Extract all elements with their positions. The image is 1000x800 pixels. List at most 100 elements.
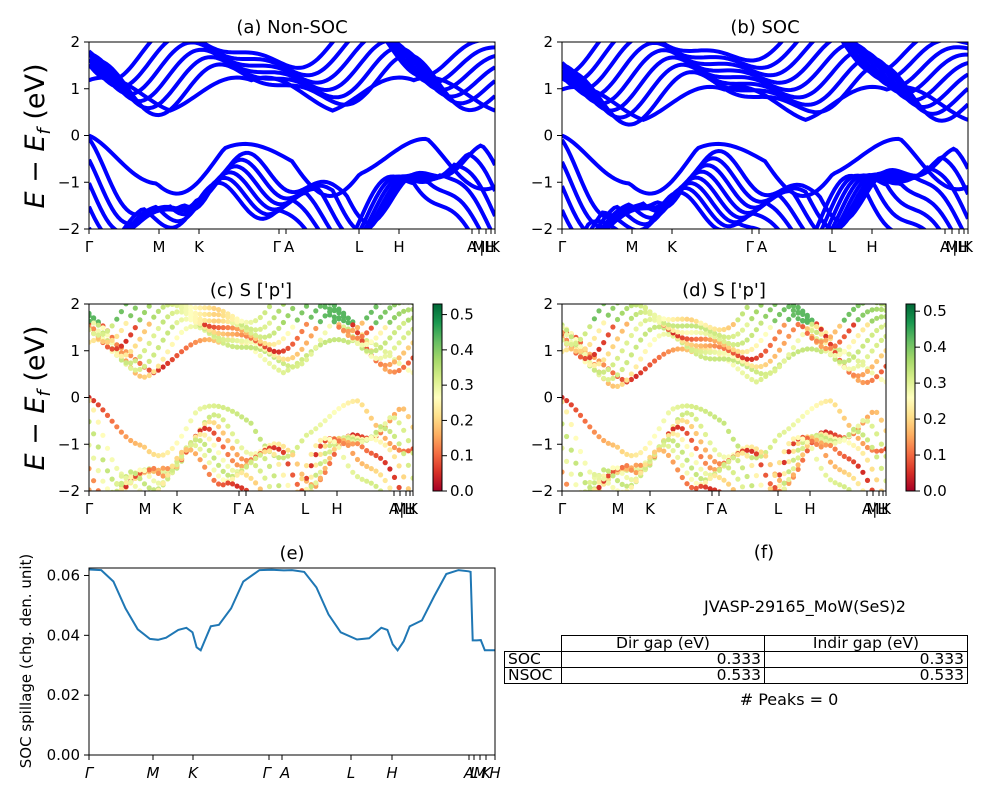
projected-band-point (578, 507, 583, 512)
projected-band-point (874, 358, 880, 365)
projected-band-point (786, 441, 792, 447)
projected-band-point (795, 462, 801, 468)
projected-band-point (749, 500, 754, 505)
y-tick-label: 1 (543, 80, 553, 98)
projected-band-point (749, 448, 755, 454)
projected-band-point (758, 508, 763, 513)
projected-band-point (387, 447, 393, 453)
projected-band-point (851, 354, 857, 360)
projected-band-point (156, 296, 161, 301)
projected-band-point (767, 370, 773, 376)
projected-band-point (410, 450, 413, 456)
projected-band-point (851, 372, 857, 378)
projected-band-point (387, 440, 393, 447)
projected-band-point (406, 527, 411, 532)
projected-band-point (322, 443, 328, 449)
projected-band-point (591, 487, 597, 491)
band-line (89, 42, 495, 90)
projected-band-point (104, 344, 111, 350)
projected-band-point (104, 332, 111, 338)
projected-band-point (832, 343, 838, 349)
k-tick-label: A (279, 764, 290, 782)
projected-band-point (874, 342, 880, 348)
k-tick-label: M (147, 764, 160, 782)
projected-band-point (257, 353, 263, 359)
projected-band-point (633, 304, 639, 308)
projected-band-point (707, 324, 713, 330)
projected-band-point (271, 352, 277, 358)
projected-band-point (359, 333, 365, 339)
projected-band-point (610, 469, 616, 475)
projected-band-point (624, 289, 629, 294)
projected-band-point (633, 462, 639, 468)
projected-band-point (776, 364, 783, 370)
projected-band-point (707, 349, 713, 355)
projected-band-point (91, 331, 97, 337)
projected-band-point (308, 451, 314, 457)
projected-band-point (188, 342, 194, 348)
projected-band-point (373, 355, 379, 361)
projected-band-point (777, 287, 782, 292)
k-tick-label: A (757, 238, 768, 256)
projected-band-point (91, 320, 97, 326)
projected-band-point (146, 449, 152, 455)
projected-band-point (183, 326, 189, 332)
projected-band-point (739, 340, 746, 346)
projected-band-point (874, 315, 880, 321)
projected-band-point (855, 333, 861, 339)
projected-band-point (753, 309, 760, 315)
projected-band-point (354, 335, 361, 341)
projected-band-point (670, 459, 676, 465)
projected-band-point (294, 351, 300, 357)
projected-band-point (327, 460, 333, 467)
projected-band-point (860, 440, 866, 447)
projected-band-point (689, 452, 695, 458)
projected-band-point (753, 364, 760, 370)
projected-band-point (578, 505, 583, 510)
projected-band-point (596, 484, 602, 491)
projected-band-point (161, 289, 166, 294)
projected-band-point (809, 335, 815, 341)
projected-band-point (763, 331, 769, 337)
projected-band-point (860, 327, 866, 333)
projected-band-point (841, 437, 847, 443)
projected-band-point (596, 473, 602, 479)
projected-band-point (229, 431, 236, 437)
projected-band-point (702, 326, 709, 332)
projected-band-point (303, 321, 310, 327)
projected-band-point (341, 337, 347, 344)
projected-band-point (693, 348, 699, 354)
projected-band-point (128, 294, 133, 299)
projected-band-point (795, 309, 801, 315)
k-tick-label: M (946, 238, 959, 256)
projected-band-point (285, 500, 290, 505)
projected-band-point (716, 349, 723, 355)
projected-band-point (271, 364, 277, 370)
projected-band-point (323, 298, 328, 303)
projected-band-point (364, 315, 370, 321)
projected-band-point (220, 477, 226, 483)
projected-band-point (359, 461, 365, 467)
projected-band-point (336, 324, 342, 330)
projected-band-point (220, 313, 226, 319)
projected-band-point (707, 332, 713, 338)
projected-band-point (883, 453, 886, 459)
projected-band-point (633, 364, 639, 370)
projected-band-point (749, 444, 755, 450)
projected-band-point (290, 491, 295, 496)
projected-band-point (262, 324, 268, 330)
projected-band-point (313, 443, 319, 449)
projected-band-point (818, 326, 824, 332)
projected-band-point (610, 473, 616, 479)
k-tick-label: K (188, 764, 199, 782)
projected-band-point (614, 478, 621, 484)
projected-band-point (290, 502, 295, 507)
projected-band-point (610, 344, 616, 350)
projected-band-point (165, 292, 170, 297)
projected-band-point (870, 520, 875, 525)
projected-band-point (763, 472, 769, 478)
band-line (562, 42, 968, 92)
projected-band-point (582, 355, 588, 362)
projected-band-point (262, 310, 268, 316)
projected-band-point (290, 510, 295, 515)
